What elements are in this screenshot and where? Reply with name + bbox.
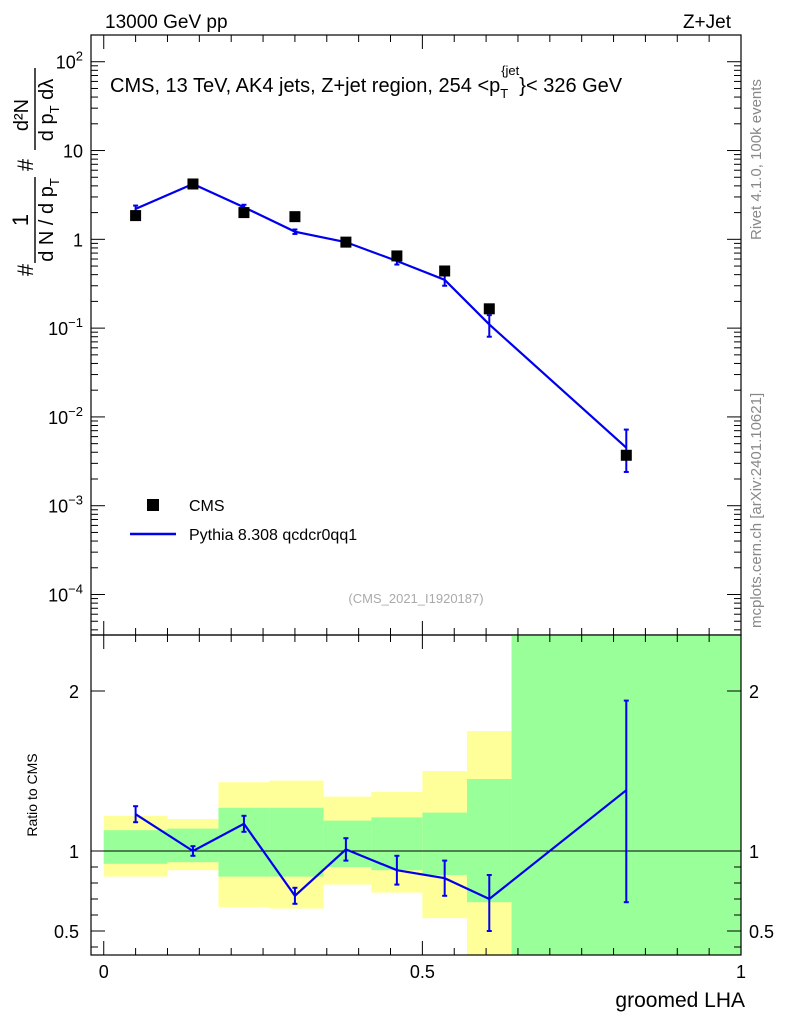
plot-title-subscript: T: [500, 86, 508, 101]
ratio-y-tick-label-right: 2: [749, 682, 759, 702]
ratio-x-tick-label: 0.5: [410, 962, 435, 982]
ratio-inner-band-bin: [103, 830, 168, 864]
ratio-axis-ticks: 0 0.5 10.5 0.51 12 2: [54, 635, 774, 982]
header-energy-label: 13000 GeV pp: [105, 12, 228, 33]
ylabel-hash-1: #: [13, 263, 38, 276]
main-y-tick-label: 1: [73, 230, 83, 250]
main-y-tick-label: 10−3: [48, 493, 83, 517]
ratio-y-tick-label-right: 1: [749, 842, 759, 862]
ratio-inner-band-bin: [269, 807, 324, 877]
main-axis-ticks: 102 10 1 10−1 10−2 10−3 10−4: [48, 34, 742, 635]
ratio-y-axis-label: Ratio to CMS: [24, 753, 40, 836]
plot-title-superscript: {jet: [501, 63, 519, 78]
ratio-x-tick-label: 1: [736, 962, 746, 982]
main-y-tick-label: 10: [63, 142, 83, 162]
ratio-inner-band-bin: [323, 820, 372, 867]
ratio-y-tick-label-left: 0.5: [54, 922, 79, 942]
main-plot-panel: 102 10 1 10−1 10−2 10−3 10−4 CMS, 13 TeV, AK4 …: [8, 34, 742, 636]
main-y-tick-label: 10−1: [48, 315, 83, 339]
header-process-label: Z+Jet: [683, 12, 732, 33]
mcplots-label: mcplots.cern.ch [arXiv:2401.10621]: [748, 393, 765, 628]
legend-cms-label: CMS: [189, 498, 225, 515]
ylabel-denominator-1: d N / d pT: [36, 178, 62, 262]
mc-prediction-line: [135, 182, 628, 449]
cms-data-point: [340, 236, 352, 248]
main-y-tick-label: 102: [56, 49, 83, 73]
cms-data-series: [130, 178, 632, 461]
cms-data-point: [483, 303, 495, 315]
analysis-watermark: (CMS_2021_I1920187): [348, 591, 483, 606]
ratio-plot-frame: [90, 634, 742, 956]
legend-cms-marker: [147, 499, 159, 511]
ratio-plot-panel: 0 0.5 10.5 0.51 12 2 Ratio to CMS groomed LHA: [24, 634, 774, 1012]
rivet-version-label: Rivet 4.1.0, 100k events: [748, 79, 765, 240]
main-plot-frame: [90, 34, 742, 636]
plot-title-suffix: }< 326 GeV: [519, 75, 623, 97]
cms-data-point: [289, 211, 301, 223]
ylabel-denominator-2: d pT dλ: [36, 79, 62, 141]
ylabel-numerator-2: d²N: [11, 99, 33, 131]
ratio-y-tick-label-right: 0.5: [749, 922, 774, 942]
cms-data-point: [187, 178, 199, 190]
main-y-axis-label: # 1 d N / d pT # d²N d pT dλ: [8, 68, 62, 276]
ratio-x-tick-label: 0: [99, 962, 109, 982]
cms-data-point: [130, 210, 142, 222]
cms-data-point: [439, 265, 451, 277]
plot-title: CMS, 13 TeV, AK4 jets, Z+jet region, 254…: [110, 63, 623, 101]
mc-prediction-series: [133, 181, 629, 473]
legend: CMS Pythia 8.308 qcdcr0qq1: [130, 498, 357, 544]
ylabel-hash-2: #: [13, 158, 38, 171]
x-axis-label: groomed LHA: [615, 989, 745, 1012]
ratio-uncertainty-bands: [103, 635, 741, 955]
cms-data-point: [391, 250, 403, 262]
ratio-y-tick-label-left: 1: [69, 842, 79, 862]
plot-title-prefix: CMS, 13 TeV, AK4 jets, Z+jet region, 254…: [110, 75, 500, 97]
cms-data-point: [620, 449, 632, 461]
cms-data-point: [238, 207, 250, 219]
ylabel-one: 1: [8, 214, 33, 226]
ratio-y-tick-label-left: 2: [69, 682, 79, 702]
ratio-mc-series: [133, 699, 629, 932]
main-y-tick-label: 10−4: [48, 582, 83, 606]
main-y-tick-label: 10−2: [48, 404, 83, 428]
legend-mc-label: Pythia 8.308 qcdcr0qq1: [189, 527, 357, 544]
